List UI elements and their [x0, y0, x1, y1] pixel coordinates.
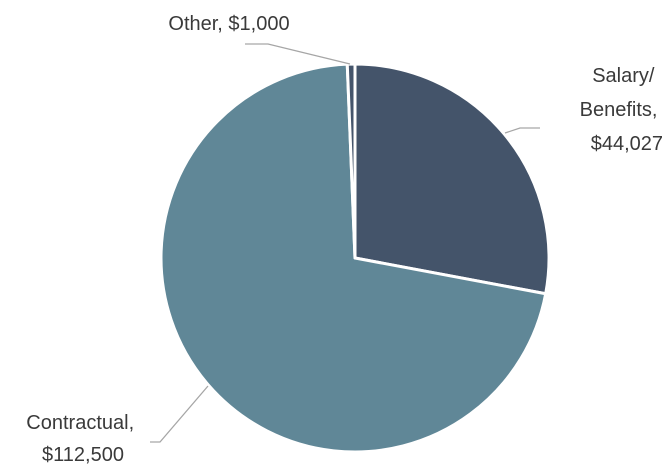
- slice-label-salary: Salary/ Benefits, $44,027: [580, 65, 663, 155]
- slice-label-contractual: Contractual, $112,500: [26, 412, 139, 466]
- leader-line-other: [245, 43, 351, 65]
- slice-label-other-line1: Other, $1,000: [168, 13, 289, 35]
- leader-line-contractual: [150, 385, 209, 443]
- slice-label-contractual-line2: $112,500: [42, 444, 124, 466]
- leader-line-salary: [504, 127, 540, 134]
- pie-slice-other: [345, 62, 357, 260]
- slice-label-salary-line1: Salary/: [592, 65, 655, 87]
- pie-slice-salary-benefits: [353, 62, 551, 296]
- pie-slice-contractual: [159, 62, 548, 454]
- slice-label-salary-line3: $44,027: [591, 133, 663, 155]
- slice-label-salary-line2: Benefits,: [580, 99, 658, 121]
- slice-label-contractual-line1: Contractual,: [26, 412, 134, 434]
- slice-label-other: Other, $1,000: [168, 13, 289, 35]
- pie-slices: [159, 62, 551, 454]
